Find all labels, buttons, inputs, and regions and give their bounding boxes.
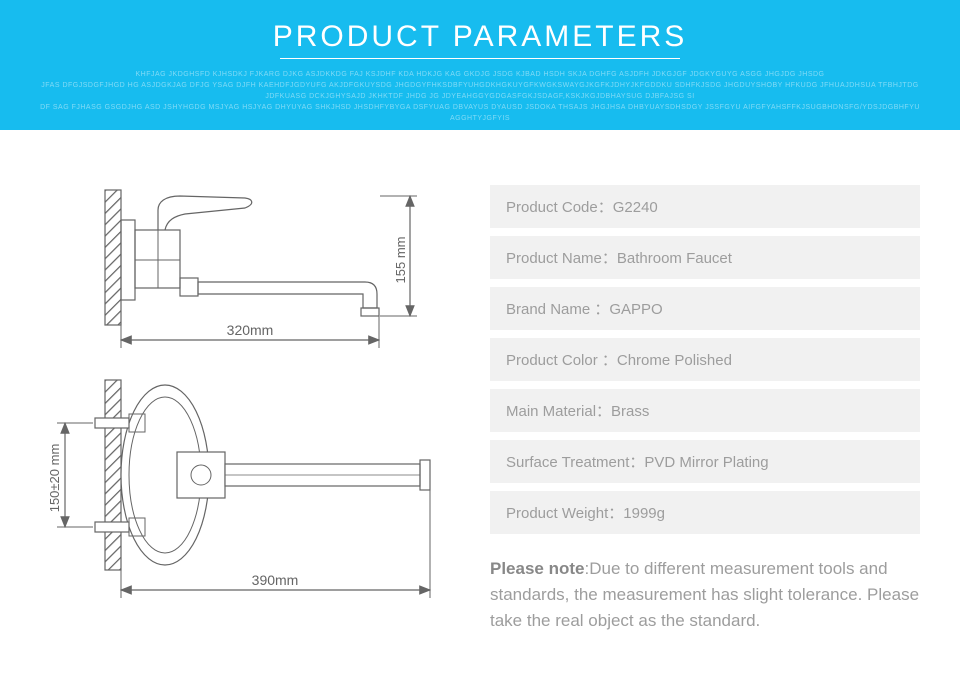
svg-text:150±20 mm: 150±20 mm	[47, 444, 62, 513]
spec-row: Product Name：Bathroom Faucet	[490, 236, 920, 279]
spec-value: 1999g	[623, 505, 665, 522]
spec-row: Product Code：G2240	[490, 185, 920, 228]
spec-value: Bathroom Faucet	[617, 250, 732, 267]
spec-label: Surface Treatment：	[506, 454, 644, 471]
note-strong: Please note	[490, 559, 585, 578]
bottom-view: 150±20 mm 390mm	[47, 380, 430, 598]
svg-text:390mm: 390mm	[252, 572, 299, 588]
top-view: 320mm 155 mm	[105, 190, 417, 348]
spec-label: Main Material：	[506, 403, 611, 420]
technical-drawing: 320mm 155 mm	[30, 185, 470, 634]
spec-panel: Product Code：G2240 Product Name：Bathroom…	[470, 185, 930, 634]
spec-row: Product Weight：1999g	[490, 491, 920, 534]
spec-row: Surface Treatment：PVD Mirror Plating	[490, 440, 920, 483]
spec-label: Product Color ：	[506, 352, 617, 369]
spec-label: Product Name：	[506, 250, 617, 267]
content-row: 320mm 155 mm	[0, 130, 960, 634]
spec-label: Brand Name ：	[506, 301, 609, 318]
spec-row: Main Material：Brass	[490, 389, 920, 432]
svg-text:320mm: 320mm	[227, 322, 274, 338]
spec-label: Product Weight：	[506, 505, 623, 522]
header-filler-2: JFAS DFGJSDGFJHGD HG ASJDGKJAG DFJG YSAG…	[0, 80, 960, 102]
page-title: PRODUCT PARAMETERS	[0, 20, 960, 54]
spec-value: Brass	[611, 403, 649, 420]
note-text: Please note:Due to different measurement…	[490, 556, 920, 634]
spec-row: Brand Name ：GAPPO	[490, 287, 920, 330]
svg-text:155 mm: 155 mm	[393, 237, 408, 284]
spec-value: G2240	[613, 199, 658, 216]
spec-label: Product Code：	[506, 199, 613, 216]
header-filler-3: DF SAG FJHASG GSGDJHG ASD JSHYHGDG MSJYA…	[0, 102, 960, 124]
spec-value: Chrome Polished	[617, 352, 732, 369]
header-banner: PRODUCT PARAMETERS KHFJAG JKDGHSFD KJHSD…	[0, 0, 960, 130]
title-underline	[280, 58, 680, 59]
spec-value: GAPPO	[609, 301, 662, 318]
spec-row: Product Color ：Chrome Polished	[490, 338, 920, 381]
header-filler-1: KHFJAG JKDGHSFD KJHSDKJ FJKARG DJKG ASJD…	[0, 69, 960, 80]
spec-value: PVD Mirror Plating	[644, 454, 768, 471]
